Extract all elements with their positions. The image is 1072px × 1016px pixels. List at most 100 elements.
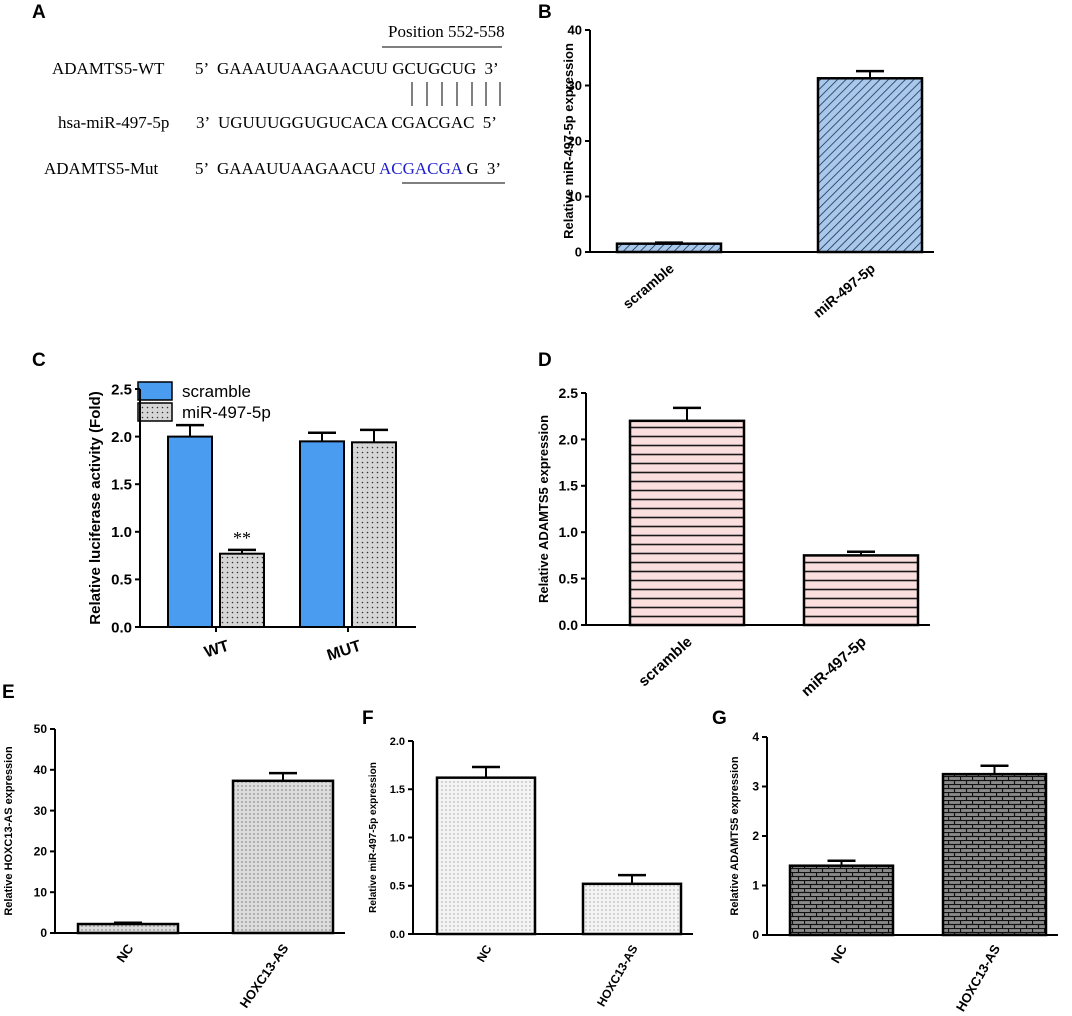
bar-nc (76, 922, 180, 935)
bar-mir-497-5p (816, 77, 924, 254)
panel-label-e: E (2, 682, 15, 703)
chart-panel-f: 0.0 0.5 1.0 1.5 2.0 Relative miR-497-5p expre… (368, 736, 693, 1009)
x-tick-label: NC (474, 942, 495, 964)
y-tick-label: 40 (34, 763, 48, 777)
chart-panel-c: 0.0 0.5 1.0 1.5 2.0 2.5 Relative luciferase ac… (87, 381, 416, 665)
y-tick-label: 2.0 (559, 431, 579, 447)
y-tick-label: 10 (568, 189, 582, 204)
y-tick-label: 0.5 (559, 571, 579, 587)
y-tick-label: 4 (752, 730, 759, 744)
mir-end3: 3’ (196, 113, 210, 132)
bar-scramble (628, 419, 746, 627)
mir-sequence-line: hsa-miR-497-5p 3’ UGUUUGGUGUCACA CGACGAC… (58, 113, 497, 132)
wt-sequence-line: ADAMTS5-WT 5’ GAAAUUAAGAACUU GCUGCUG 3’ (52, 59, 499, 78)
bar-mir-497-5p-mut (351, 441, 397, 629)
mut-end3: 3’ (487, 159, 501, 178)
y-axis-title-e: Relative HOXC13-AS expression (3, 746, 15, 916)
y-tick-label: 0 (40, 926, 47, 940)
x-tick-label: scramble (620, 260, 678, 312)
bar-nc (435, 776, 537, 936)
bar-mir-497-5p-wt (219, 552, 265, 628)
y-tick-label: 1.5 (111, 476, 132, 493)
chart-panel-d: 0.0 0.5 1.0 1.5 2.0 2.5 Relative ADAMTS5 expre… (536, 385, 930, 700)
panel-label-b: B (538, 2, 552, 23)
y-axis-title-f: Relative miR-497-5p expression (368, 762, 379, 913)
position-label: Position 552-558 (388, 22, 505, 41)
legend-swatch-mir (137, 402, 173, 422)
y-tick-label: 1.5 (559, 478, 579, 494)
chart-panel-b: 0 10 20 30 40 Relative miR-497-5p expression s… (561, 23, 934, 321)
legend-label-scramble: scramble (182, 382, 251, 401)
y-tick-label: 1.0 (111, 524, 132, 541)
y-tick-label: 0.5 (111, 572, 132, 589)
y-tick-label: 1.0 (390, 832, 405, 844)
y-tick-label: 50 (34, 722, 48, 736)
y-tick-label: 1.5 (390, 784, 405, 796)
mut-end5: 5’ (195, 159, 209, 178)
chart-panel-g: 0 1 2 3 4 Relative ADAMTS5 expression NC HOXC13… (729, 730, 1058, 1014)
panel-label-g: G (712, 708, 727, 729)
y-tick-label: 10 (34, 885, 48, 899)
panel-a-sequence-alignment: Position 552-558 ADAMTS5-WT 5’ GAAAUUAAG… (44, 22, 505, 184)
bar-mir-497-5p (802, 554, 920, 627)
bar-hoxc13-as (941, 772, 1048, 937)
y-tick-label: 0.0 (390, 929, 405, 941)
mut-seq-a: GAAAUUAAGAACU (217, 159, 376, 178)
base-pair-lines (411, 82, 501, 106)
y-tick-label: 2.5 (559, 385, 579, 401)
wt-seq-b: GCUGCUG (392, 59, 476, 78)
y-tick-label: 1.0 (559, 524, 579, 540)
bar-scramble (615, 242, 723, 254)
bar-hoxc13-as (581, 882, 683, 936)
y-tick-label: 2.5 (111, 381, 132, 398)
y-tick-label: 30 (34, 804, 48, 818)
wt-end3: 3’ (485, 59, 499, 78)
bar-nc (788, 864, 895, 937)
x-tick-label: NC (113, 941, 136, 965)
mut-name: ADAMTS5-Mut (44, 159, 159, 178)
legend-swatch-scramble (137, 381, 173, 401)
y-tick-label: 20 (568, 134, 582, 149)
y-tick-label: 2.0 (111, 429, 132, 446)
bar-scramble-mut (299, 440, 345, 628)
panel-label-d: D (538, 350, 552, 371)
y-tick-label: 1 (752, 879, 759, 893)
mir-seq-a: UGUUUGGUGUCACA (218, 113, 389, 132)
y-tick-label: 0 (752, 928, 759, 942)
bar-hoxc13-as (231, 779, 335, 935)
x-tick-label: MUT (325, 638, 363, 665)
y-axis-title-b: Relative miR-497-5p expression (561, 43, 576, 239)
chart-panel-e: 0 10 20 30 40 50 Relative HOXC13-AS expression… (3, 722, 345, 1011)
x-tick-label: miR-497-5p (798, 633, 869, 700)
mut-sequence-line: ADAMTS5-Mut 5’ GAAAUUAAGAACU ACGACGA G 3… (44, 159, 501, 178)
y-tick-label: 0 (575, 245, 582, 260)
x-tick-label: HOXC13-AS (236, 941, 291, 1011)
x-tick-label: WT (202, 638, 231, 662)
mir-name: hsa-miR-497-5p (58, 113, 169, 132)
y-axis-title-c: Relative luciferase activity (Fold) (87, 391, 104, 624)
y-axis-title-g: Relative ADAMTS5 expression (729, 756, 741, 915)
y-tick-label: 20 (34, 845, 48, 859)
y-tick-label: 0.0 (111, 619, 132, 636)
x-tick-label: NC (828, 941, 851, 965)
y-tick-label: 3 (752, 780, 759, 794)
mir-seq-b: CGACGAC (391, 113, 474, 132)
y-tick-label: 30 (568, 78, 582, 93)
significance-marker: ** (233, 528, 251, 548)
panel-label-c: C (32, 350, 46, 371)
y-tick-label: 0.0 (559, 617, 579, 633)
y-tick-label: 2 (752, 829, 759, 843)
y-tick-label: 2.0 (390, 736, 405, 748)
x-tick-label: HOXC13-AS (953, 942, 1003, 1014)
y-axis-title-d: Relative ADAMTS5 expression (536, 415, 551, 603)
mir-end5: 5’ (483, 113, 497, 132)
x-tick-label: HOXC13-AS (594, 943, 640, 1009)
wt-end5: 5’ (195, 59, 209, 78)
wt-seq-a: GAAAUUAAGAACUU (217, 59, 388, 78)
wt-name: ADAMTS5-WT (52, 59, 165, 78)
x-tick-label: scramble (635, 633, 695, 690)
panel-c-legend: scramble miR-497-5p (137, 381, 271, 422)
x-tick-label: miR-497-5p (810, 260, 878, 321)
